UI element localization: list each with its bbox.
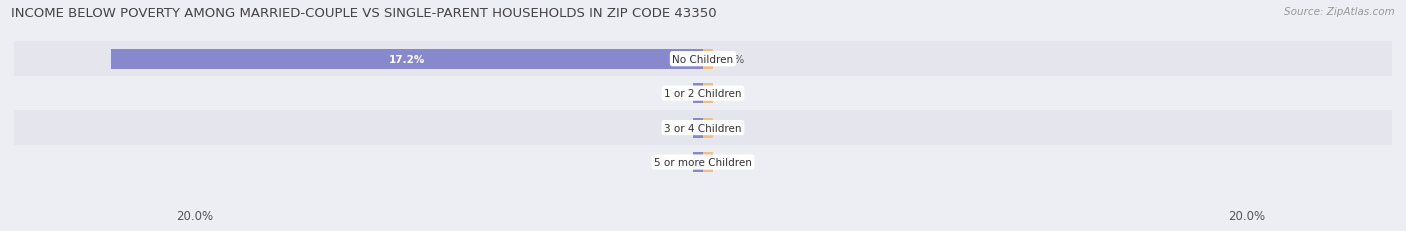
Text: 0.0%: 0.0%: [718, 123, 745, 133]
Bar: [111, 49, 703, 69]
Text: 0.0%: 0.0%: [718, 89, 745, 99]
Bar: [703, 84, 713, 104]
Bar: [14, 145, 1392, 179]
Bar: [693, 84, 703, 104]
Text: 3 or 4 Children: 3 or 4 Children: [664, 123, 742, 133]
Bar: [703, 118, 713, 138]
Text: 0.0%: 0.0%: [661, 157, 688, 167]
Text: 20.0%: 20.0%: [1229, 209, 1265, 222]
Legend: Married Couples, Single Parents: Married Couples, Single Parents: [593, 228, 813, 231]
Text: 0.0%: 0.0%: [718, 157, 745, 167]
Bar: [693, 118, 703, 138]
Bar: [703, 49, 713, 69]
Bar: [14, 42, 1392, 76]
Text: 17.2%: 17.2%: [388, 55, 425, 64]
Bar: [14, 111, 1392, 145]
Bar: [703, 152, 713, 172]
Bar: [14, 76, 1392, 111]
Text: 20.0%: 20.0%: [176, 209, 212, 222]
Text: Source: ZipAtlas.com: Source: ZipAtlas.com: [1284, 7, 1395, 17]
Text: 0.0%: 0.0%: [661, 123, 688, 133]
Text: No Children: No Children: [672, 55, 734, 64]
Bar: [693, 152, 703, 172]
Text: 0.0%: 0.0%: [718, 55, 745, 64]
Text: INCOME BELOW POVERTY AMONG MARRIED-COUPLE VS SINGLE-PARENT HOUSEHOLDS IN ZIP COD: INCOME BELOW POVERTY AMONG MARRIED-COUPL…: [11, 7, 717, 20]
Text: 0.0%: 0.0%: [661, 89, 688, 99]
Text: 1 or 2 Children: 1 or 2 Children: [664, 89, 742, 99]
Text: 5 or more Children: 5 or more Children: [654, 157, 752, 167]
